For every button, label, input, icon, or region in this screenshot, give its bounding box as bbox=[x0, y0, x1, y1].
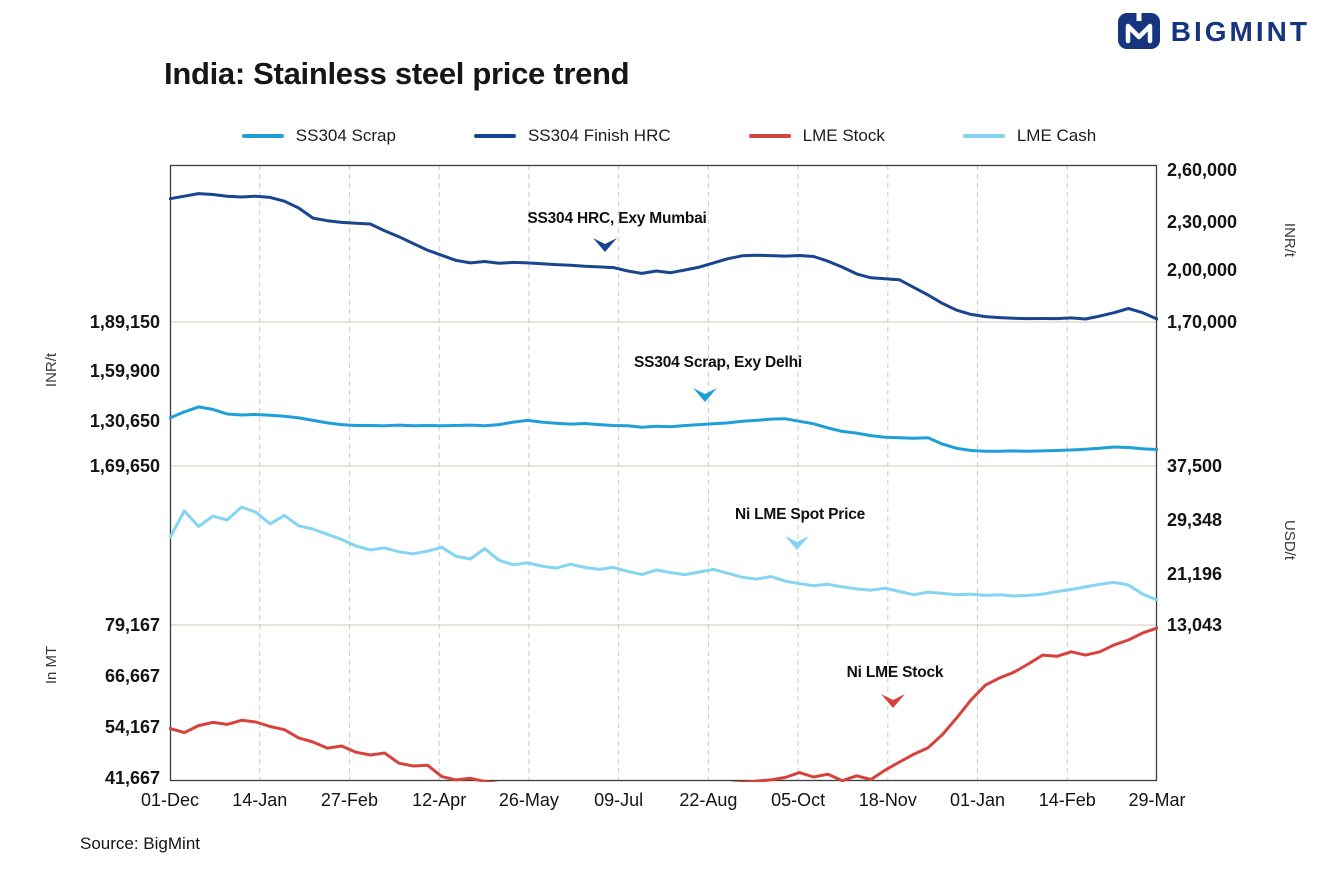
y-tick-label-right: 2,60,000 bbox=[1167, 160, 1238, 180]
source-note: Source: BigMint bbox=[80, 834, 200, 853]
x-tick-label: 18-Nov bbox=[858, 790, 917, 810]
x-tick-label: 27-Feb bbox=[320, 790, 378, 810]
series-line-ss304-scrap bbox=[169, 405, 1158, 453]
series-line-lme-cash bbox=[169, 505, 1158, 602]
y-tick-label-right: 21,196 bbox=[1167, 564, 1223, 584]
y-tick-label-left: 1,69,650 bbox=[89, 456, 160, 476]
annotation-label-ss304-scrap-exy-delhi: SS304 Scrap, Exy Delhi bbox=[634, 354, 802, 371]
legend-item-lme-cash: LME Cash bbox=[962, 126, 1097, 146]
axis-title-in-mt: In MT bbox=[43, 645, 60, 685]
axis-title-inr-t: INR/t bbox=[1281, 222, 1298, 258]
brand-name: BIGMINT bbox=[1170, 16, 1310, 47]
y-tick-label-left: 54,167 bbox=[104, 717, 160, 737]
x-tick-label: 01-Jan bbox=[950, 790, 1006, 810]
x-tick-label: 09-Jul bbox=[594, 790, 644, 810]
x-tick-label: 12-Apr bbox=[412, 790, 467, 810]
x-tick-label: 26-May bbox=[498, 790, 559, 810]
legend-line-swatch bbox=[241, 134, 284, 138]
x-tick-label: 14-Feb bbox=[1038, 790, 1096, 810]
plot-border bbox=[169, 164, 1158, 782]
x-tick-label: 14-Jan bbox=[232, 790, 288, 810]
y-tick-label-left: 1,89,150 bbox=[89, 312, 160, 332]
legend-item-lme-stock: LME Stock bbox=[748, 126, 885, 146]
y-tick-label-right: 37,500 bbox=[1167, 456, 1223, 476]
legend-item-ss304-scrap: SS304 Scrap bbox=[241, 126, 396, 146]
legend-label: SS304 Finish HRC bbox=[527, 126, 671, 145]
x-tick-label: 05-Oct bbox=[771, 790, 826, 810]
legend-label: SS304 Scrap bbox=[295, 126, 396, 145]
legend-label: LME Cash bbox=[1016, 126, 1097, 145]
legend-line-swatch bbox=[473, 134, 516, 138]
legend-line-swatch bbox=[962, 134, 1005, 138]
y-tick-label-right: 1,70,000 bbox=[1167, 312, 1238, 332]
axis-title-inr-t: INR/t bbox=[43, 352, 60, 388]
y-tick-label-left: 1,30,650 bbox=[89, 411, 160, 431]
annotation-label-ni-lme-stock: Ni LME Stock bbox=[846, 664, 944, 681]
chart-legend: SS304 Scrap SS304 Finish HRC LME Stock LME … bbox=[0, 126, 1338, 146]
annotation-label-ss304-hrc-exy-mumbai: SS304 HRC, Exy Mumbai bbox=[527, 210, 707, 227]
y-tick-label-left: 1,59,900 bbox=[89, 361, 160, 381]
legend-item-ss304-finish-hrc: SS304 Finish HRC bbox=[473, 126, 671, 146]
annotation-arrow-ss304-scrap-exy-delhi bbox=[693, 388, 717, 402]
chart-plot-area: SS304 HRC, Exy Mumbai SS304 Scrap, Exy De… bbox=[169, 164, 1158, 782]
axis-title-usd-t: USD/t bbox=[1281, 519, 1298, 560]
y-tick-label-right: 2,00,000 bbox=[1167, 260, 1238, 280]
y-tick-label-right: 29,348 bbox=[1167, 510, 1223, 530]
brand: BIGMINT bbox=[1117, 12, 1310, 52]
series-line-ss304-finish-hrc bbox=[169, 192, 1158, 321]
chart-title: India: Stainless steel price trend bbox=[164, 56, 630, 91]
series-line-lme-stock bbox=[169, 626, 1158, 782]
y-tick-label-right: 2,30,000 bbox=[1167, 212, 1238, 232]
y-tick-label-right: 13,043 bbox=[1167, 615, 1223, 635]
legend-label: LME Stock bbox=[802, 126, 885, 145]
y-tick-label-left: 41,667 bbox=[104, 768, 160, 788]
x-tick-label: 22-Aug bbox=[679, 790, 738, 810]
legend-line-swatch bbox=[748, 134, 791, 138]
x-tick-label: 01-Dec bbox=[140, 790, 200, 810]
x-tick-label: 29-Mar bbox=[1128, 790, 1186, 810]
chart-svg bbox=[169, 164, 1158, 782]
annotation-arrow-ni-lme-stock bbox=[881, 694, 905, 708]
annotation-arrow-ss304-hrc-exy-mumbai bbox=[593, 238, 617, 252]
annotation-arrow-ni-lme-spot-price bbox=[785, 536, 809, 550]
bigmint-logo-icon bbox=[1117, 12, 1160, 49]
annotation-label-ni-lme-spot-price: Ni LME Spot Price bbox=[734, 506, 866, 523]
y-tick-label-left: 66,667 bbox=[104, 666, 160, 686]
y-tick-label-left: 79,167 bbox=[104, 615, 160, 635]
